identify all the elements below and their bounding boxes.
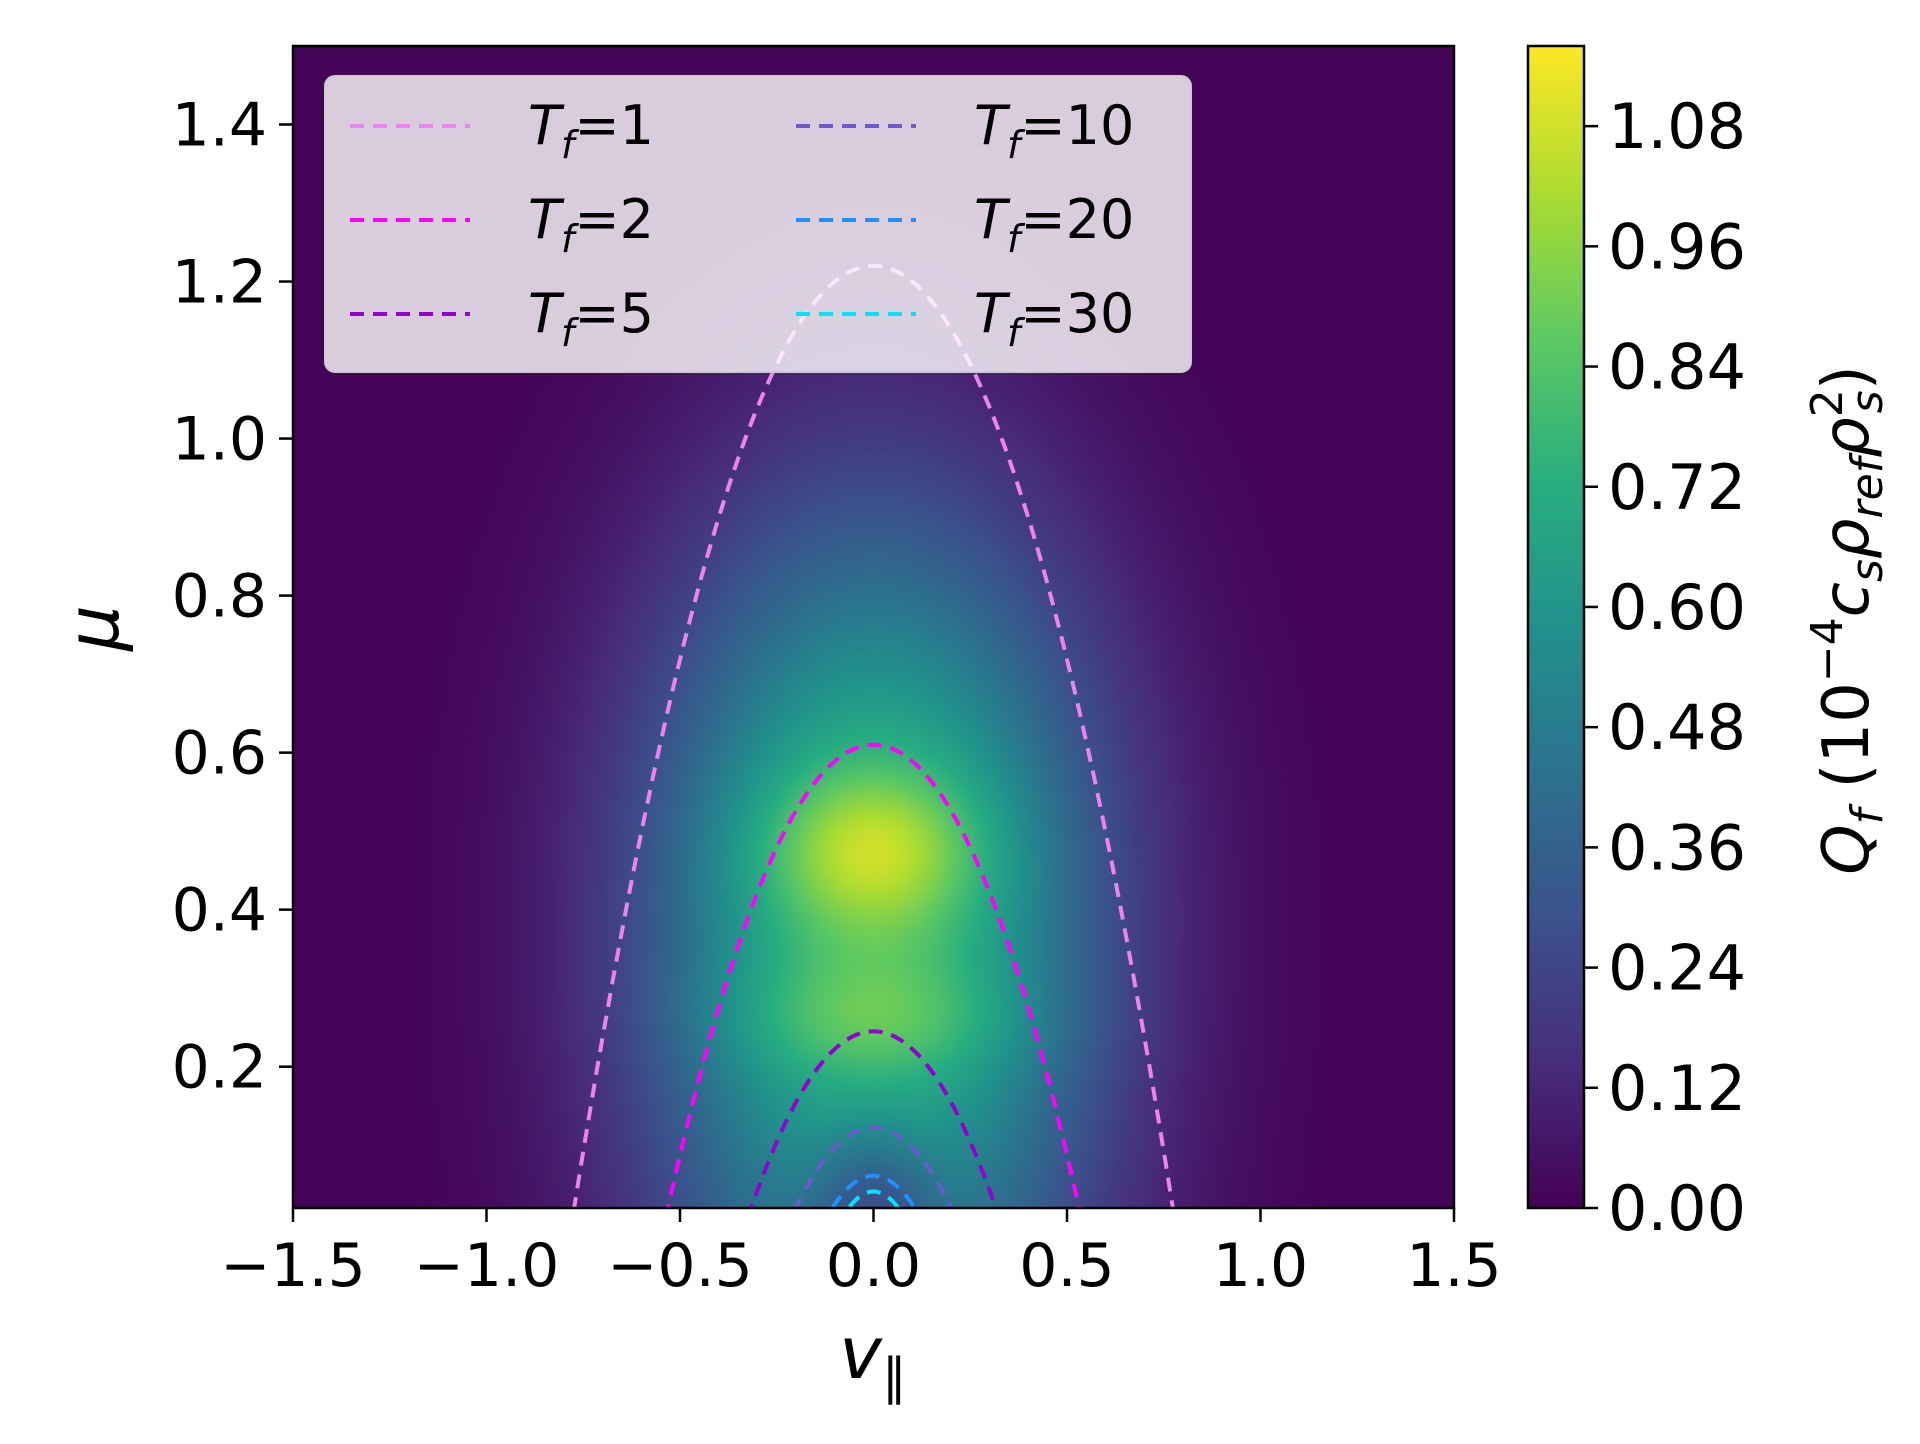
y-tick-label: 0.2: [172, 1033, 267, 1103]
legend-label-tf-5: Tf=5: [528, 282, 654, 355]
colorbar-label-rho2: ρ: [1810, 417, 1884, 458]
colorbar-tick-label: 0.96: [1608, 210, 1746, 283]
colorbar-label-close: ): [1810, 365, 1884, 390]
colorbar-tick-label: 0.48: [1608, 691, 1746, 764]
x-tick-label: 0.0: [826, 1231, 921, 1301]
colorbar: [1526, 44, 1586, 1210]
colorbar-tick-label: 1.08: [1608, 90, 1746, 163]
legend: Tf=1 Tf=2 Tf=5 Tf=10 Tf=20 Tf=30: [324, 75, 1192, 373]
colorbar-tick-label: 0.60: [1608, 571, 1746, 644]
curve-tf-5: [748, 1029, 999, 1208]
colorbar-tick-label: 0.36: [1608, 811, 1746, 884]
y-tick-label: 0.8: [172, 562, 267, 632]
x-axis-label: v∥: [839, 1311, 907, 1406]
colorbar-tick-label: 0.24: [1608, 932, 1746, 1005]
y-tick-label: 0.4: [172, 876, 267, 946]
x-tick-label: 1.5: [1406, 1231, 1501, 1301]
x-tick-label: 0.5: [1019, 1231, 1114, 1301]
colorbar-label-q: Q: [1810, 824, 1884, 874]
x-tick-label: −1.0: [414, 1231, 560, 1301]
colorbar-tick-label: 0.12: [1608, 1052, 1746, 1125]
x-axis-label-sub: ∥: [882, 1348, 907, 1406]
x-tick-label: −0.5: [607, 1231, 753, 1301]
x-axis: −1.5 −1.0 −0.5 0.0 0.5 1.0 1.5: [220, 1208, 1502, 1301]
colorbar-label-cs-sub: s: [1842, 559, 1893, 582]
y-axis: 0.2 0.4 0.6 0.8 1.0 1.2 1.4: [172, 91, 293, 1103]
colorbar-tick-label: 0.72: [1608, 451, 1746, 524]
x-axis-label-main: v: [839, 1311, 883, 1395]
colorbar-label-exp: −4: [1802, 617, 1853, 682]
y-tick-label: 1.2: [172, 248, 267, 318]
colorbar-label-rho2-sup: 2: [1802, 389, 1853, 417]
colorbar-label-open: (10: [1810, 682, 1884, 809]
legend-box: [324, 75, 1192, 373]
colorbar-label-rho: ρ: [1810, 518, 1884, 559]
legend-label-tf-10: Tf=10: [974, 94, 1134, 167]
y-axis-label: μ: [51, 605, 135, 652]
x-tick-label: 1.0: [1213, 1231, 1308, 1301]
legend-label-tf-20: Tf=20: [974, 188, 1134, 261]
curve-tf-20: [829, 1173, 918, 1208]
colorbar-label: Qf (10−4csρrefρ2s): [1802, 365, 1893, 874]
curve-tf-2: [665, 742, 1082, 1208]
colorbar-ticks: 0.00 0.12 0.24 0.36 0.48 0.60 0.72 0.84 0.96 1.08: [1584, 90, 1746, 1245]
y-tick-label: 0.6: [172, 719, 267, 789]
colorbar-tick-label: 0.00: [1608, 1172, 1746, 1245]
colorbar-label-cs: c: [1810, 582, 1884, 617]
y-tick-label: 1.0: [172, 405, 267, 475]
colorbar-label-rho-sub: ref: [1842, 451, 1893, 518]
x-tick-label: −1.5: [220, 1231, 366, 1301]
colorbar-tick-label: 0.84: [1608, 331, 1746, 404]
curve-tf-10: [793, 1125, 954, 1208]
legend-label-tf-1: Tf=1: [528, 94, 654, 167]
y-tick-label: 1.4: [172, 91, 267, 161]
legend-label-tf-30: Tf=30: [974, 282, 1134, 355]
legend-label-tf-2: Tf=2: [528, 188, 654, 261]
colorbar-label-rho2-sub: s: [1842, 390, 1893, 413]
